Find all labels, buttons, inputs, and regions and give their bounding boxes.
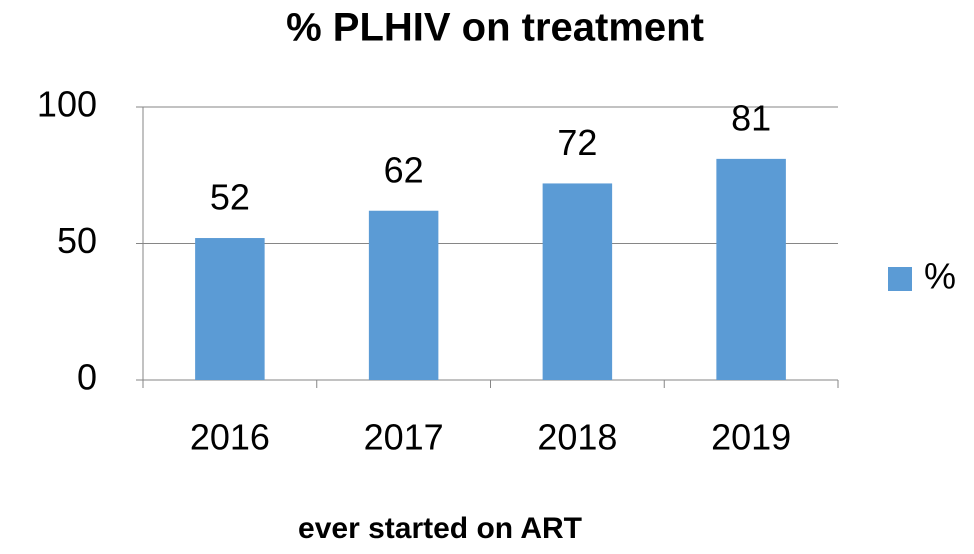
bar [716,158,786,380]
y-tick-label: 100 [37,84,97,125]
data-label: 81 [731,97,771,138]
x-axis-label: ever started on ART [298,512,582,545]
data-label: 72 [557,122,597,163]
bar [368,210,439,380]
legend-swatch [888,267,912,291]
y-tick-label: 50 [57,220,97,261]
data-label: 52 [210,177,250,218]
x-tick-label: 2017 [364,417,444,458]
bar [195,238,265,380]
x-tick-label: 2016 [190,417,270,458]
y-tick-label: 0 [77,357,97,398]
x-tick-label: 2019 [711,417,791,458]
x-tick-label: 2018 [537,417,617,458]
legend-label: % [924,256,956,297]
chart-title: % PLHIV on treatment [286,6,704,50]
data-label: 62 [384,149,424,190]
bar [542,183,613,380]
